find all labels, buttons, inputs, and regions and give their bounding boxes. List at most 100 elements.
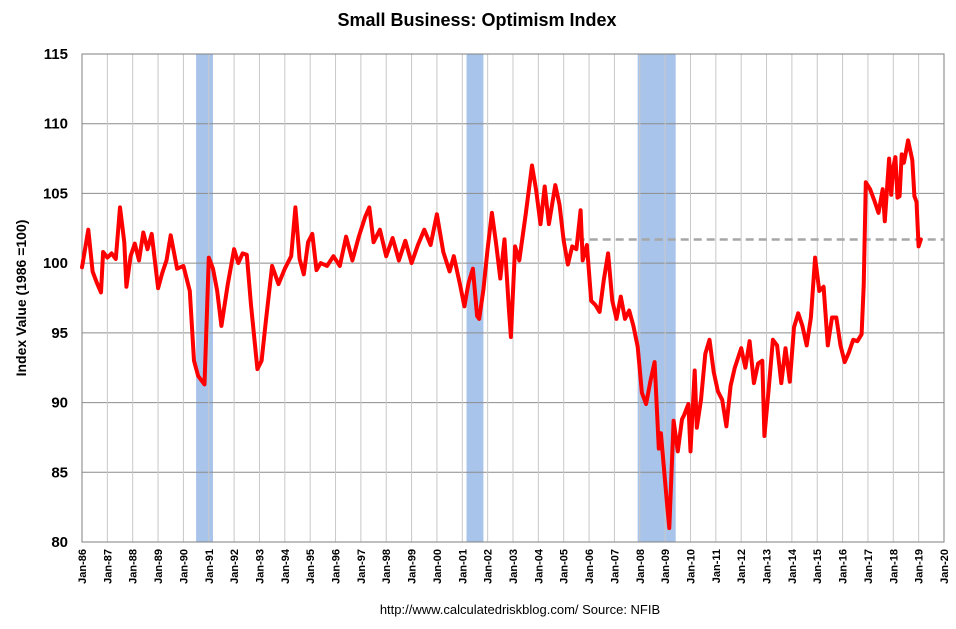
x-tick-label-jan-90: Jan-90: [178, 549, 190, 584]
data-point-mar-05: [567, 263, 569, 266]
data-point-mar-12: [744, 366, 747, 369]
data-point-may-02: [495, 242, 497, 245]
y-tick-label-105: 105: [43, 185, 68, 202]
data-point-may-12: [748, 340, 751, 343]
data-point-oct-11: [734, 366, 736, 369]
data-point-jun-10: [700, 398, 702, 401]
x-tick-label-jan-88: Jan-88: [128, 549, 140, 584]
x-tick-label-jan-92: Jan-92: [229, 549, 241, 584]
data-point-jul-03: [524, 213, 527, 216]
x-tick-label-jan-06: Jan-06: [584, 549, 596, 584]
data-point-aug-10: [704, 352, 707, 355]
data-point-nov-18: [913, 195, 916, 198]
data-point-feb-03: [514, 245, 516, 248]
x-tick-label-jan-91: Jan-91: [204, 549, 216, 584]
data-point-nov-86: [102, 251, 104, 253]
data-point-feb-19: [919, 238, 922, 241]
data-point-oct-99: [429, 244, 432, 246]
data-point-jul-91: [220, 325, 223, 327]
data-point-jun-88: [142, 231, 145, 234]
y-axis-label: Index Value (1986 =100): [13, 220, 29, 377]
data-point-oct-89: [176, 267, 178, 270]
data-point-jun-11: [725, 425, 728, 428]
x-tick-label-jan-98: Jan-98: [381, 549, 393, 584]
data-point-sep-12: [757, 362, 759, 365]
x-tick-label-jan-02: Jan-02: [483, 549, 495, 584]
x-tick-label-jan-04: Jan-04: [533, 548, 545, 584]
data-point-oct-16: [860, 333, 863, 336]
data-point-sep-87: [123, 241, 126, 244]
x-tick-label-jan-07: Jan-07: [609, 549, 621, 584]
data-point-dec-16: [865, 181, 867, 184]
data-point-sep-01: [478, 318, 480, 320]
data-point-dec-15: [839, 344, 842, 347]
data-point-jul-97: [372, 241, 375, 244]
x-tick-label-jan-97: Jan-97: [356, 549, 368, 584]
data-point-feb-01: [463, 305, 466, 308]
x-tick-label-jan-96: Jan-96: [331, 549, 343, 584]
x-tick-label-jan-00: Jan-00: [432, 549, 444, 584]
data-point-aug-07: [628, 309, 631, 312]
data-point-jan-10: [689, 450, 692, 453]
data-point-jun-86: [91, 270, 94, 273]
data-point-apr-07: [619, 295, 622, 298]
data-point-aug-11: [729, 385, 732, 387]
data-point-mar-02: [491, 212, 493, 214]
data-point-oct-86: [100, 291, 102, 294]
data-point-apr-90: [188, 290, 191, 292]
data-point-apr-18: [898, 195, 901, 198]
data-point-aug-14: [805, 344, 808, 347]
data-point-dec-87: [129, 255, 132, 257]
x-tick-label-jan-09: Jan-09: [660, 549, 672, 584]
data-point-dec-02: [510, 336, 512, 338]
data-point-dec-12: [763, 435, 766, 437]
data-point-jan-05: [562, 240, 565, 242]
data-point-feb-07: [615, 318, 618, 320]
series-layer: [80, 138, 923, 531]
data-point-oct-13: [784, 347, 787, 349]
data-point-apr-04: [543, 185, 546, 188]
data-point-jun-17: [877, 212, 880, 214]
data-point-jan-02: [486, 248, 489, 250]
data-point-jan-90: [182, 265, 185, 267]
data-point-sep-00: [453, 255, 455, 257]
data-point-feb-11: [717, 390, 719, 393]
data-point-apr-99: [417, 244, 419, 246]
data-point-apr-01: [467, 281, 470, 284]
data-point-feb-06: [590, 299, 592, 302]
source-note: http://www.calculatedriskblog.com/ Sourc…: [380, 602, 660, 617]
data-point-jul-09: [676, 450, 679, 453]
data-point-jul-92: [245, 253, 248, 256]
data-point-feb-95: [311, 233, 314, 235]
data-point-nov-02: [507, 306, 510, 309]
y-tick-label-100: 100: [43, 255, 68, 272]
data-point-jun-01: [472, 267, 474, 270]
data-point-aug-88: [146, 248, 149, 250]
data-point-mar-96: [338, 265, 341, 267]
data-point-jan-18: [892, 166, 895, 168]
data-point-jul-87: [119, 206, 121, 209]
data-point-feb-04: [539, 223, 542, 225]
data-point-feb-09: [666, 504, 669, 507]
data-point-may-89: [165, 259, 168, 262]
x-axis-ticks: Jan-86 Jan-87 Jan-88 Jan-89 Jan-90 Jan-91 Jan-…: [77, 548, 951, 584]
data-point-oct-93: [277, 283, 280, 285]
data-point-mar-97: [364, 216, 366, 218]
x-tick-label-jan-87: Jan-87: [102, 549, 114, 584]
y-axis-ticks: 80 85 90 95 100 105 110 115: [43, 46, 68, 551]
data-point-mar-89: [161, 272, 164, 274]
data-point-aug-94: [298, 258, 301, 260]
data-point-may-91: [216, 290, 219, 292]
data-point-jun-90: [193, 359, 195, 362]
data-point-dec-95: [332, 255, 335, 257]
data-point-feb-15: [818, 290, 821, 292]
data-point-nov-01: [482, 288, 485, 291]
data-point-jan-86: [81, 266, 83, 269]
data-point-nov-08: [660, 432, 662, 435]
data-point-jun-04: [548, 223, 550, 225]
data-point-dec-94: [307, 241, 309, 244]
data-point-oct-08: [657, 447, 660, 450]
x-tick-label-jan-93: Jan-93: [255, 549, 267, 584]
x-tick-label-jan-13: Jan-13: [762, 549, 774, 584]
